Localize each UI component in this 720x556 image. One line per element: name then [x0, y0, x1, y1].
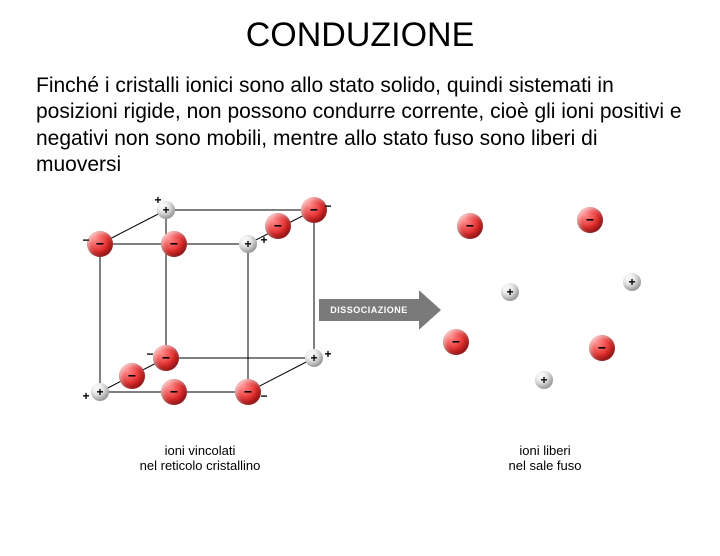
page-title: CONDUZIONE	[0, 16, 720, 55]
body-paragraph: Finché i cristalli ionici sono allo stat…	[0, 73, 720, 178]
corner-charge-label: +	[154, 193, 161, 207]
caption-lattice-line1: ioni vincolati	[140, 444, 261, 459]
minus-icon: −	[128, 369, 136, 383]
lattice-ion-cation: +	[91, 383, 109, 401]
caption-molten-line2: nel sale fuso	[509, 459, 582, 474]
minus-icon: −	[162, 351, 170, 365]
minus-icon: −	[598, 341, 606, 355]
minus-icon: −	[170, 237, 178, 251]
plus-icon: +	[244, 238, 251, 250]
caption-molten-line1: ioni liberi	[509, 444, 582, 459]
minus-icon: −	[96, 237, 104, 251]
ion-diagram: DISSOCIAZIONE−++−+−−+−−−−−−++−−+−++−+−−+…	[50, 196, 670, 496]
lattice-ion-anion: −	[301, 197, 327, 223]
plus-icon: +	[96, 386, 103, 398]
lattice-ion-anion: −	[161, 231, 187, 257]
lattice-ion-cation: +	[305, 349, 323, 367]
free-ion-anion: −	[457, 213, 483, 239]
free-ion-cation: +	[535, 371, 553, 389]
caption-lattice: ioni vincolatinel reticolo cristallino	[140, 444, 261, 474]
plus-icon: +	[540, 374, 547, 386]
corner-charge-label: −	[146, 347, 153, 361]
minus-icon: −	[310, 203, 318, 217]
plus-icon: +	[506, 286, 513, 298]
lattice-ion-anion: −	[87, 231, 113, 257]
minus-icon: −	[244, 385, 252, 399]
minus-icon: −	[170, 385, 178, 399]
lattice-ion-anion: −	[235, 379, 261, 405]
minus-icon: −	[274, 219, 282, 233]
dissociation-arrow-label: DISSOCIAZIONE	[330, 305, 408, 315]
corner-charge-label: +	[260, 233, 267, 247]
caption-lattice-line2: nel reticolo cristallino	[140, 459, 261, 474]
minus-icon: −	[452, 335, 460, 349]
lattice-ion-anion: −	[119, 363, 145, 389]
corner-charge-label: −	[260, 389, 267, 403]
plus-icon: +	[628, 276, 635, 288]
lattice-ion-cation: +	[239, 235, 257, 253]
minus-icon: −	[466, 219, 474, 233]
free-ion-cation: +	[501, 283, 519, 301]
free-ion-anion: −	[589, 335, 615, 361]
free-ion-anion: −	[443, 329, 469, 355]
corner-charge-label: +	[324, 347, 331, 361]
corner-charge-label: +	[82, 389, 89, 403]
free-ion-cation: +	[623, 273, 641, 291]
free-ion-anion: −	[577, 207, 603, 233]
plus-icon: +	[162, 204, 169, 216]
plus-icon: +	[310, 352, 317, 364]
lattice-ion-anion: −	[161, 379, 187, 405]
caption-molten: ioni liberinel sale fuso	[509, 444, 582, 474]
corner-charge-label: −	[324, 199, 331, 213]
minus-icon: −	[586, 213, 594, 227]
corner-charge-label: −	[82, 233, 89, 247]
lattice-ion-anion: −	[265, 213, 291, 239]
lattice-ion-anion: −	[153, 345, 179, 371]
